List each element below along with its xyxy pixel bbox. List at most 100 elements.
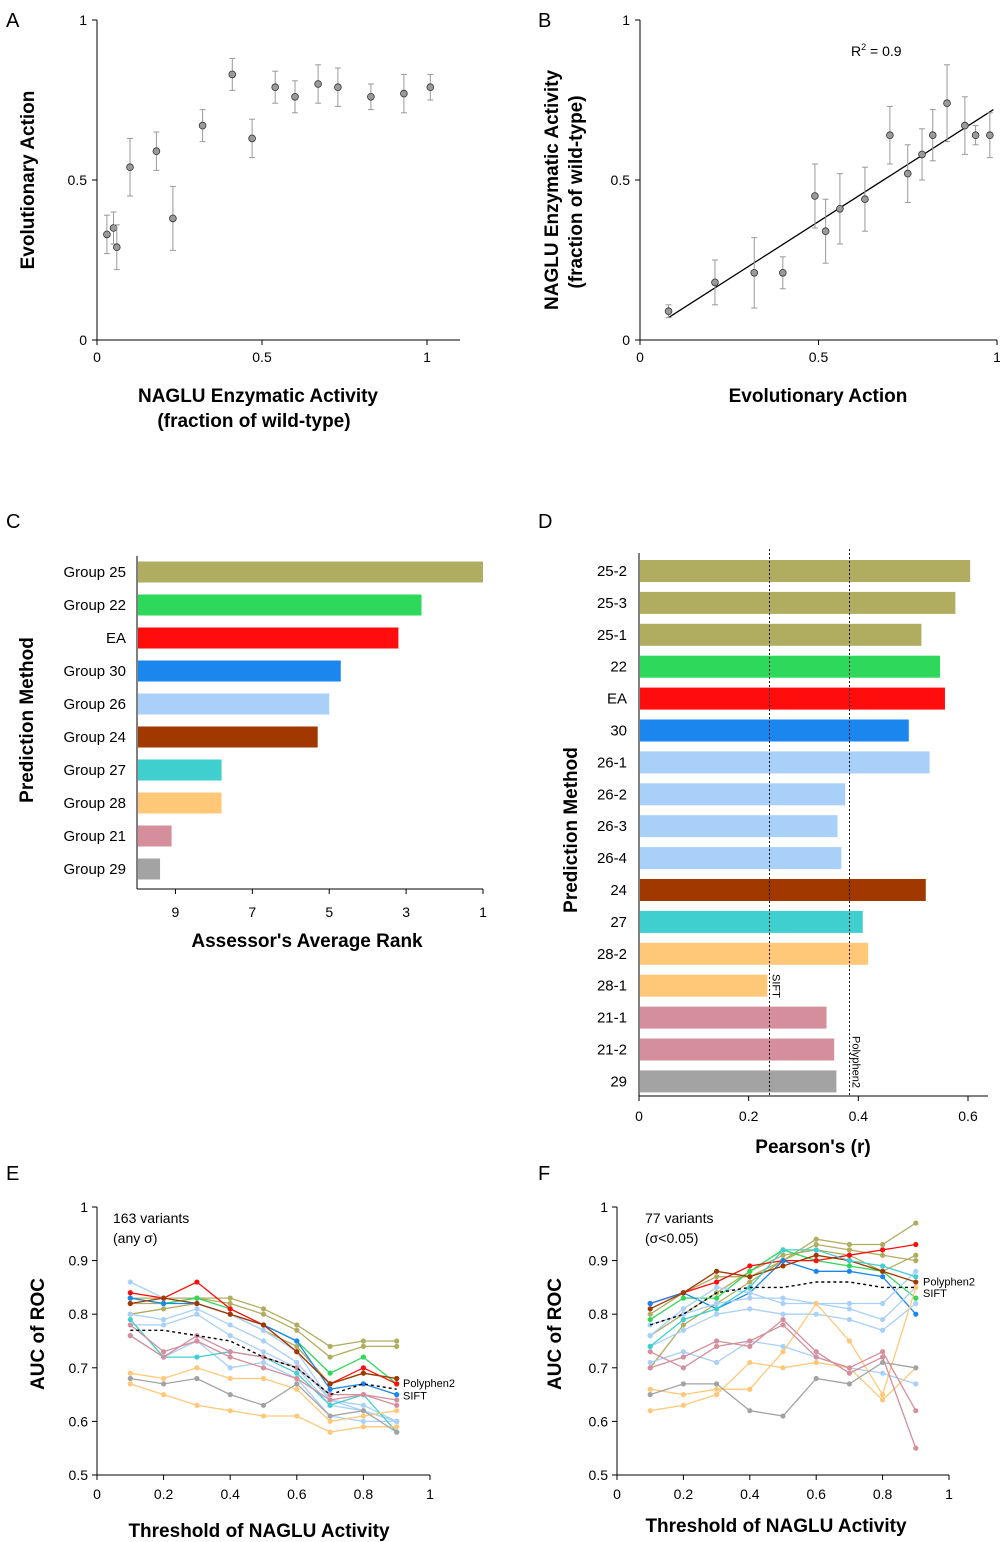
series-marker: [880, 1359, 886, 1366]
series-marker: [780, 1300, 786, 1307]
series-marker: [880, 1316, 886, 1323]
series-marker: [161, 1349, 167, 1355]
series-line: [649, 1254, 916, 1310]
series-marker: [394, 1392, 400, 1398]
series-marker: [846, 1300, 853, 1307]
end-label-sift: SIFT: [403, 1391, 427, 1403]
bar-EA: [640, 687, 945, 710]
bar-24: [640, 879, 926, 901]
series-marker: [747, 1343, 753, 1349]
category-label: 21-1: [597, 1010, 627, 1027]
bar-ea: [138, 627, 399, 649]
category-label: 26-2: [597, 786, 627, 803]
y-axis-title: Prediction Method: [561, 747, 582, 913]
series-marker: [813, 1268, 819, 1274]
series-marker: [913, 1268, 919, 1274]
series-marker: [161, 1354, 167, 1360]
data-point: [886, 131, 894, 140]
series-marker: [194, 1402, 200, 1408]
series-marker: [747, 1263, 753, 1269]
series-marker: [294, 1338, 300, 1344]
series-marker: [813, 1236, 819, 1242]
series-marker: [394, 1343, 400, 1349]
series-marker: [647, 1322, 653, 1328]
x-axis-title: Pearson's (r): [755, 1137, 870, 1158]
panel-label: D: [538, 511, 552, 533]
series-marker: [227, 1365, 233, 1371]
y-tick-label: 0.7: [589, 1360, 609, 1376]
category-label: 21-2: [597, 1042, 627, 1059]
series-marker: [294, 1349, 300, 1355]
category-label: Group 27: [63, 762, 126, 779]
series-marker: [360, 1424, 366, 1430]
x-tick-label: 0.4: [740, 1486, 760, 1502]
regression-line: [668, 109, 994, 319]
x-tick-label: 0.6: [287, 1486, 307, 1502]
data-point: [198, 121, 207, 130]
y-axis-title: Prediction Method: [17, 637, 38, 803]
series-marker: [194, 1311, 200, 1317]
bar-group-21: [138, 825, 172, 847]
series-marker: [294, 1370, 300, 1376]
series-marker: [327, 1370, 333, 1376]
series-marker: [260, 1354, 267, 1360]
r-superscript: 2: [861, 42, 866, 52]
category-label: Group 30: [63, 663, 126, 680]
series-marker: [360, 1354, 366, 1360]
x-tick-label: 0.2: [154, 1486, 174, 1502]
series-marker: [394, 1424, 400, 1430]
x-tick-label: 1: [945, 1486, 953, 1502]
series-marker: [394, 1418, 400, 1424]
series-marker: [846, 1258, 853, 1264]
x-tick-label: 0.6: [806, 1486, 826, 1502]
series-marker: [680, 1306, 687, 1312]
series-marker: [680, 1392, 687, 1398]
y-tick-label: 0.5: [611, 172, 631, 188]
series-marker: [913, 1241, 919, 1248]
series-marker: [780, 1252, 786, 1258]
x-tick-label: 0.6: [958, 1108, 978, 1124]
series-marker: [394, 1338, 400, 1344]
series-marker: [294, 1375, 300, 1382]
series-marker: [161, 1300, 167, 1307]
series-marker: [647, 1343, 653, 1349]
series-marker: [714, 1386, 720, 1392]
y-tick-label: 0.5: [68, 172, 88, 188]
series-marker: [227, 1295, 233, 1301]
category-label: Group 24: [63, 729, 126, 746]
bar-25-1: [640, 623, 922, 646]
series-marker: [846, 1316, 853, 1323]
series-marker: [880, 1268, 886, 1274]
series-marker: [747, 1295, 753, 1301]
bar-group-29: [138, 858, 161, 880]
category-label: 29: [610, 1073, 627, 1090]
series-marker: [647, 1392, 653, 1398]
series-marker: [813, 1349, 819, 1355]
series-marker: [680, 1354, 687, 1360]
series-marker: [747, 1338, 753, 1344]
x-tick-label: 0: [93, 349, 101, 365]
series-marker: [880, 1354, 886, 1360]
panel-f: F 0.5 0.6 0.7 0.8 0.9 1 0 0.2 0.4 0.6 0.8 1 77 varian…: [538, 1163, 975, 1537]
data-point: [903, 169, 912, 178]
series-marker: [846, 1241, 853, 1248]
series-marker: [913, 1220, 919, 1226]
x-tick-label: 3: [402, 904, 410, 920]
panel-label: E: [6, 1163, 19, 1185]
series-marker: [360, 1392, 366, 1398]
series-marker: [327, 1418, 333, 1424]
variant-count-note: 77 variants: [645, 1210, 713, 1226]
bar-29: [640, 1070, 837, 1093]
y-tick-label: 0.9: [589, 1253, 609, 1269]
category-label: 26-4: [597, 850, 627, 867]
series-marker: [194, 1295, 200, 1301]
series-marker: [194, 1306, 200, 1312]
category-label: 26-1: [597, 754, 627, 771]
data-point: [971, 131, 980, 140]
series-marker: [880, 1349, 886, 1355]
panel-label: A: [6, 10, 20, 32]
x-tick-label: 0: [613, 1486, 621, 1502]
series-marker: [813, 1241, 819, 1248]
y-tick-label: 0: [622, 332, 630, 348]
